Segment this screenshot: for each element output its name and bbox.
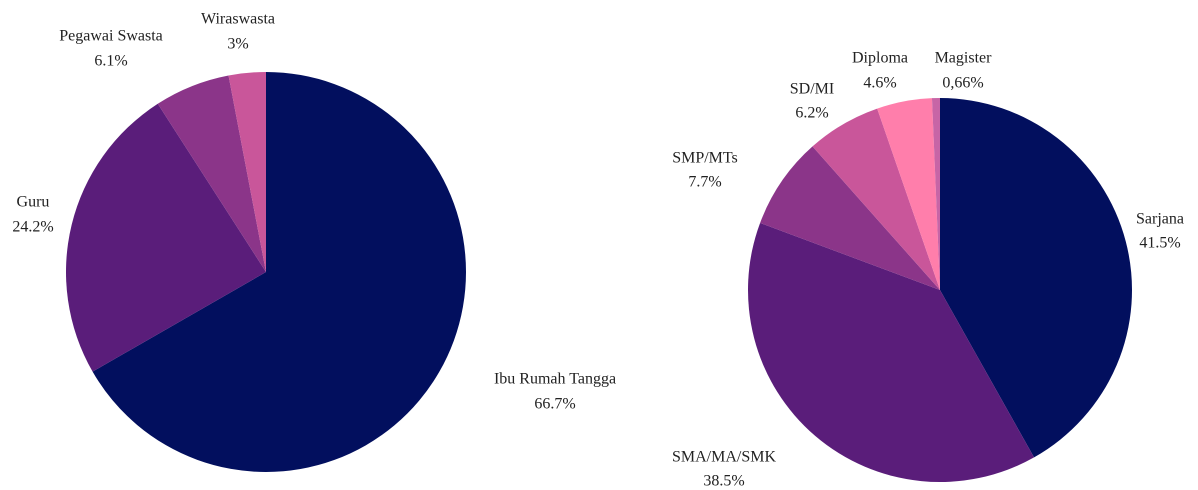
- pie-slice: [931, 98, 940, 290]
- slice-label: Diploma: [852, 50, 908, 67]
- pie-slice: [877, 98, 940, 290]
- slice-value-label: 4.6%: [863, 75, 896, 92]
- slice-label: Guru: [17, 194, 50, 211]
- pie-slice: [940, 98, 1132, 458]
- slice-value-label: 66.7%: [534, 396, 575, 413]
- pie-slice: [228, 72, 266, 272]
- slice-label: Wiraswasta: [201, 11, 275, 28]
- pie-slice: [92, 72, 466, 472]
- slice-value-label: 7.7%: [688, 174, 721, 191]
- slice-label: SMP/MTs: [672, 150, 738, 167]
- slice-value-label: 6.1%: [94, 53, 127, 70]
- pie-slice: [748, 222, 1035, 483]
- slice-value-label: 38.5%: [703, 473, 744, 490]
- slice-label: Magister: [935, 50, 993, 67]
- slice-label: SMA/MA/SMK: [672, 449, 776, 466]
- slice-value-label: 3%: [227, 36, 248, 53]
- pie-slice: [65, 103, 267, 372]
- slice-value-label: 6.2%: [795, 105, 828, 122]
- pie-slice: [812, 108, 940, 290]
- slice-label: Ibu Rumah Tangga: [494, 371, 616, 388]
- slice-label: Pegawai Swasta: [59, 28, 163, 45]
- slice-value-label: 41.5%: [1139, 235, 1180, 252]
- pie-slice: [760, 146, 940, 290]
- slice-value-label: 0,66%: [942, 75, 983, 92]
- slice-label: Sarjana: [1136, 211, 1184, 228]
- slice-value-label: 24.2%: [12, 219, 53, 236]
- pie-slice: [157, 75, 266, 273]
- slice-label: SD/MI: [790, 81, 834, 98]
